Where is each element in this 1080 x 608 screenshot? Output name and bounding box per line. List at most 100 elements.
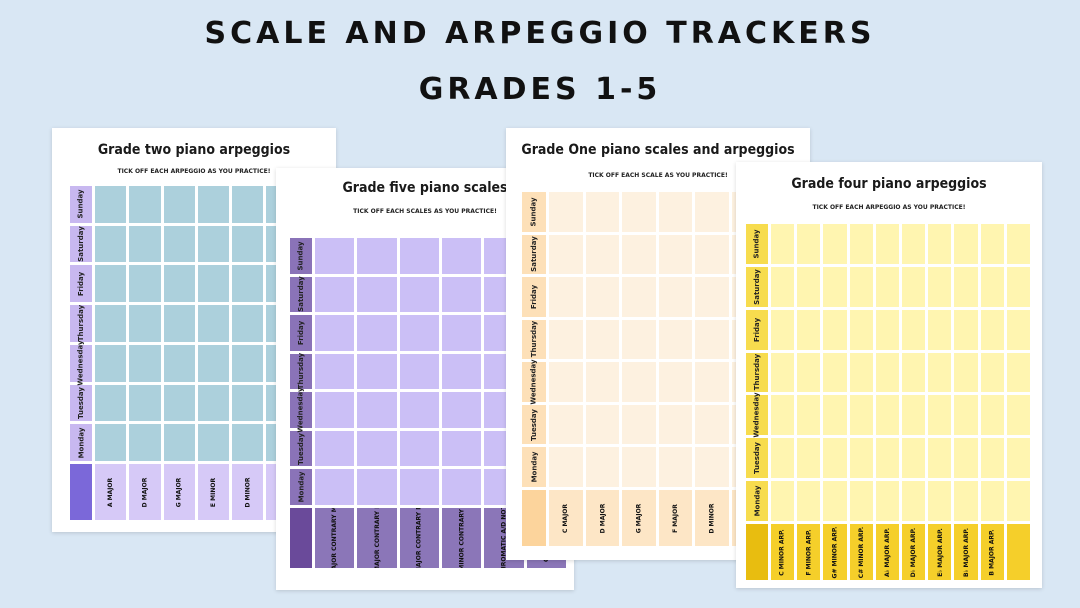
tick-cell[interactable] <box>954 352 978 393</box>
tick-cell[interactable] <box>357 315 397 351</box>
tick-cell[interactable] <box>902 438 926 479</box>
tick-cell[interactable] <box>902 309 926 350</box>
tick-cell[interactable] <box>954 266 978 307</box>
tick-cell[interactable] <box>357 392 397 428</box>
tick-cell[interactable] <box>163 225 195 263</box>
tick-cell[interactable] <box>902 266 926 307</box>
tick-cell[interactable] <box>232 384 264 422</box>
tick-cell[interactable] <box>875 395 899 436</box>
tick-cell[interactable] <box>928 224 952 264</box>
tick-cell[interactable] <box>441 353 482 390</box>
tick-cell[interactable] <box>695 404 729 445</box>
tick-cell[interactable] <box>954 224 978 264</box>
tick-cell[interactable] <box>549 362 583 402</box>
tick-cell[interactable] <box>197 424 230 461</box>
tick-cell[interactable] <box>129 265 161 303</box>
tick-cell[interactable] <box>399 238 439 274</box>
tick-cell[interactable] <box>797 481 821 521</box>
tick-cell[interactable] <box>585 447 620 487</box>
tick-cell[interactable] <box>771 481 795 521</box>
tick-cell[interactable] <box>823 481 847 521</box>
tick-cell[interactable] <box>399 353 439 390</box>
tick-cell[interactable] <box>695 192 729 232</box>
tick-cell[interactable] <box>928 395 952 436</box>
tick-cell[interactable] <box>823 309 847 350</box>
tick-cell[interactable] <box>95 305 127 342</box>
tick-cell[interactable] <box>441 276 482 313</box>
tick-cell[interactable] <box>399 276 439 313</box>
tick-cell[interactable] <box>197 225 230 263</box>
tick-cell[interactable] <box>197 305 230 342</box>
tick-cell[interactable] <box>797 266 821 307</box>
tick-cell[interactable] <box>954 438 978 479</box>
tick-cell[interactable] <box>441 469 482 505</box>
tick-cell[interactable] <box>902 481 926 521</box>
tick-cell[interactable] <box>129 186 161 223</box>
tick-cell[interactable] <box>441 238 482 274</box>
tick-cell[interactable] <box>875 309 899 350</box>
tick-cell[interactable] <box>771 309 795 350</box>
tick-cell[interactable] <box>1006 309 1030 350</box>
tick-cell[interactable] <box>658 277 693 317</box>
tick-cell[interactable] <box>549 234 583 275</box>
tick-cell[interactable] <box>954 309 978 350</box>
tick-cell[interactable] <box>980 309 1004 350</box>
tick-cell[interactable] <box>163 305 195 342</box>
tick-cell[interactable] <box>875 438 899 479</box>
tick-cell[interactable] <box>622 362 656 402</box>
tick-cell[interactable] <box>954 481 978 521</box>
tick-cell[interactable] <box>315 430 355 467</box>
tick-cell[interactable] <box>549 277 583 317</box>
tick-cell[interactable] <box>1006 481 1030 521</box>
tick-cell[interactable] <box>197 384 230 422</box>
tick-cell[interactable] <box>849 395 873 436</box>
tick-cell[interactable] <box>95 265 127 303</box>
tick-cell[interactable] <box>797 352 821 393</box>
tick-cell[interactable] <box>163 424 195 461</box>
tick-cell[interactable] <box>357 353 397 390</box>
tick-cell[interactable] <box>585 277 620 317</box>
tick-cell[interactable] <box>849 224 873 264</box>
tick-cell[interactable] <box>823 266 847 307</box>
tick-cell[interactable] <box>315 238 355 274</box>
tick-cell[interactable] <box>585 362 620 402</box>
tick-cell[interactable] <box>441 392 482 428</box>
tick-cell[interactable] <box>399 392 439 428</box>
tick-cell[interactable] <box>197 186 230 223</box>
tick-cell[interactable] <box>129 424 161 461</box>
tick-cell[interactable] <box>585 319 620 360</box>
tick-cell[interactable] <box>232 265 264 303</box>
tick-cell[interactable] <box>622 192 656 232</box>
tick-cell[interactable] <box>980 224 1004 264</box>
tick-cell[interactable] <box>95 186 127 223</box>
tick-cell[interactable] <box>315 469 355 505</box>
tick-cell[interactable] <box>399 315 439 351</box>
tick-cell[interactable] <box>658 362 693 402</box>
tick-cell[interactable] <box>163 344 195 382</box>
tick-cell[interactable] <box>980 395 1004 436</box>
tick-cell[interactable] <box>399 469 439 505</box>
tick-cell[interactable] <box>163 384 195 422</box>
tick-cell[interactable] <box>129 225 161 263</box>
tick-cell[interactable] <box>797 438 821 479</box>
tick-cell[interactable] <box>357 238 397 274</box>
tick-cell[interactable] <box>771 266 795 307</box>
tick-cell[interactable] <box>357 469 397 505</box>
tick-cell[interactable] <box>622 404 656 445</box>
tick-cell[interactable] <box>928 481 952 521</box>
tick-cell[interactable] <box>695 362 729 402</box>
tick-cell[interactable] <box>315 392 355 428</box>
tick-cell[interactable] <box>585 404 620 445</box>
tick-cell[interactable] <box>980 266 1004 307</box>
tick-cell[interactable] <box>695 319 729 360</box>
tick-cell[interactable] <box>658 447 693 487</box>
tick-cell[interactable] <box>197 344 230 382</box>
tick-cell[interactable] <box>399 430 439 467</box>
tick-cell[interactable] <box>797 309 821 350</box>
tick-cell[interactable] <box>928 438 952 479</box>
tick-cell[interactable] <box>441 430 482 467</box>
tick-cell[interactable] <box>928 352 952 393</box>
tick-cell[interactable] <box>622 234 656 275</box>
tick-cell[interactable] <box>849 438 873 479</box>
tick-cell[interactable] <box>95 344 127 382</box>
